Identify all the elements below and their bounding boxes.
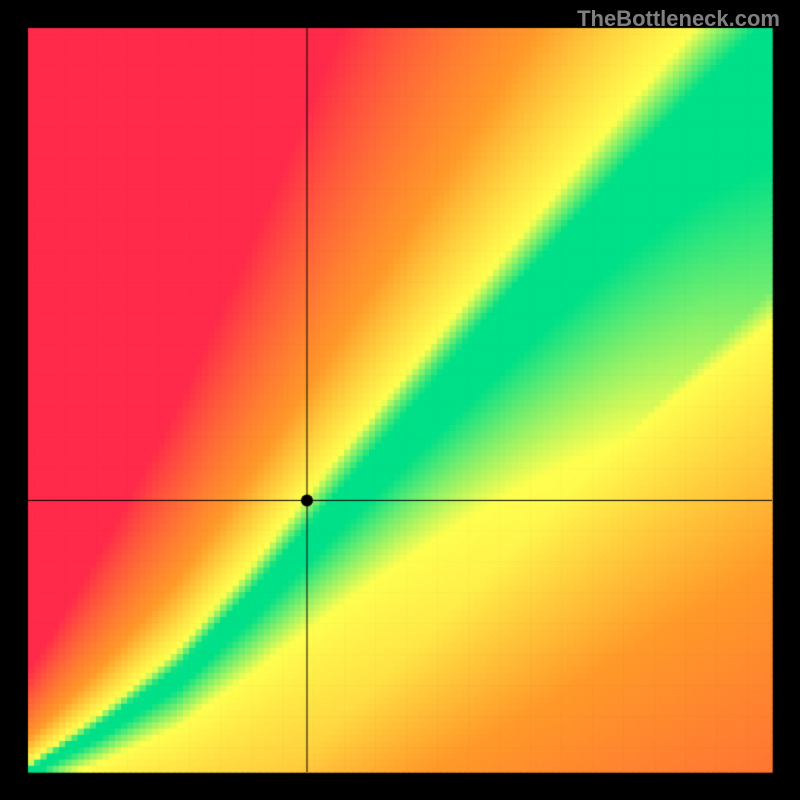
chart-container: TheBottleneck.com bbox=[0, 0, 800, 800]
bottleneck-heatmap bbox=[0, 0, 800, 800]
watermark-text: TheBottleneck.com bbox=[577, 6, 780, 32]
